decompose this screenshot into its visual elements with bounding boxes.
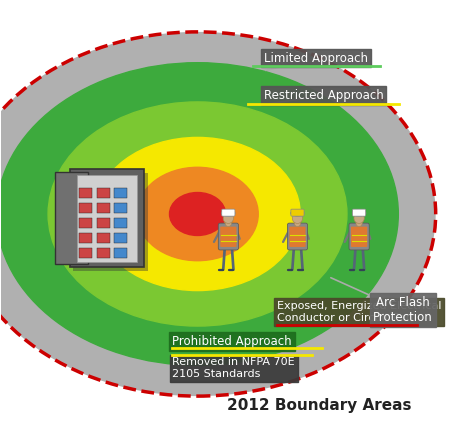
Text: Removed in NFPA 70E
2105 Standards: Removed in NFPA 70E 2105 Standards xyxy=(173,357,295,379)
FancyBboxPatch shape xyxy=(287,223,308,250)
FancyBboxPatch shape xyxy=(73,173,148,271)
Text: Limited Approach: Limited Approach xyxy=(264,52,368,65)
Bar xyxy=(114,218,128,228)
Bar xyxy=(79,203,92,213)
Bar xyxy=(79,232,92,243)
Bar xyxy=(114,188,128,198)
Circle shape xyxy=(223,213,234,223)
Circle shape xyxy=(356,221,362,226)
Ellipse shape xyxy=(48,102,347,326)
FancyBboxPatch shape xyxy=(353,209,365,216)
Circle shape xyxy=(354,213,364,223)
Bar xyxy=(97,232,109,243)
FancyBboxPatch shape xyxy=(222,209,235,216)
Text: Arc Flash
Protection: Arc Flash Protection xyxy=(373,296,433,324)
Circle shape xyxy=(225,221,231,226)
Bar xyxy=(79,248,92,258)
Ellipse shape xyxy=(291,210,304,216)
Text: Prohibited Approach: Prohibited Approach xyxy=(173,335,292,348)
Bar xyxy=(114,248,128,258)
Ellipse shape xyxy=(137,167,258,261)
FancyBboxPatch shape xyxy=(55,172,88,264)
Bar xyxy=(97,248,109,258)
Bar xyxy=(97,188,109,198)
FancyBboxPatch shape xyxy=(70,169,144,267)
Ellipse shape xyxy=(95,137,300,290)
Circle shape xyxy=(294,221,301,226)
FancyBboxPatch shape xyxy=(218,223,238,250)
Bar xyxy=(79,188,92,198)
Bar xyxy=(114,232,128,243)
Bar xyxy=(97,203,109,213)
Ellipse shape xyxy=(222,210,235,216)
Ellipse shape xyxy=(170,193,226,236)
Text: 2012 Boundary Areas: 2012 Boundary Areas xyxy=(227,398,411,413)
Bar xyxy=(97,218,109,228)
FancyBboxPatch shape xyxy=(351,227,367,247)
FancyBboxPatch shape xyxy=(220,227,237,247)
FancyBboxPatch shape xyxy=(349,223,369,250)
Bar xyxy=(114,203,128,213)
Circle shape xyxy=(292,213,302,223)
Bar xyxy=(79,218,92,228)
FancyBboxPatch shape xyxy=(77,175,137,262)
Text: Restricted Approach: Restricted Approach xyxy=(264,89,383,102)
Ellipse shape xyxy=(0,63,398,365)
FancyBboxPatch shape xyxy=(289,227,306,247)
FancyBboxPatch shape xyxy=(291,209,304,216)
Ellipse shape xyxy=(0,32,436,396)
Ellipse shape xyxy=(353,210,366,216)
Text: Exposed, Energized Electrical
Conductor or Circuit Part: Exposed, Energized Electrical Conductor … xyxy=(277,301,441,323)
